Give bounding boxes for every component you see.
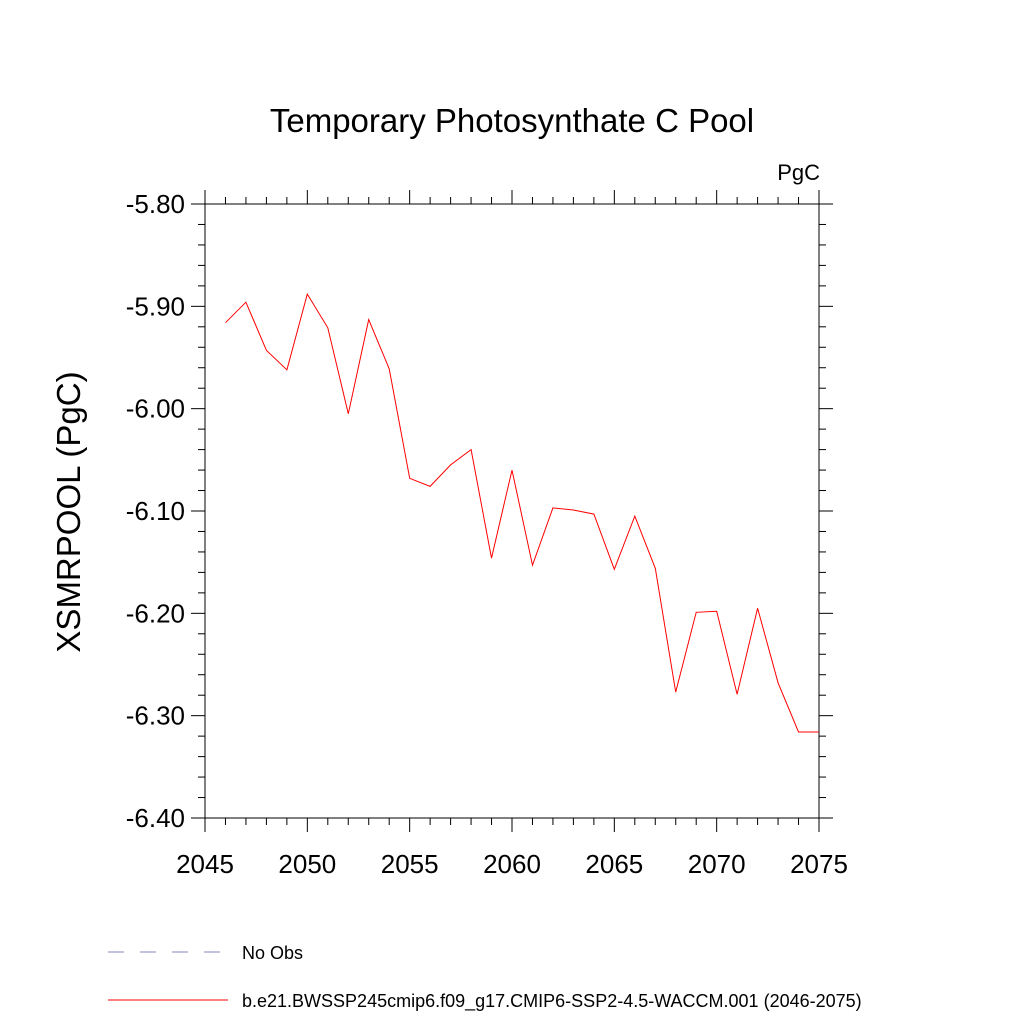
- x-tick-label: 2060: [483, 849, 541, 879]
- x-tick-label: 2075: [790, 849, 848, 879]
- series-lines: [225, 292, 819, 733]
- x-tick-label: 2045: [176, 849, 234, 879]
- y-tick-label: -6.40: [126, 803, 185, 833]
- y-tick-label: -6.00: [126, 394, 185, 424]
- y-tick-label: -5.90: [126, 291, 185, 321]
- x-tick-label: 2070: [688, 849, 746, 879]
- y-tick-label: -5.80: [126, 189, 185, 219]
- x-tick-label: 2055: [381, 849, 439, 879]
- y-tick-label: -6.10: [126, 496, 185, 526]
- legend: No Obs b.e21.BWSSP245cmip6.f09_g17.CMIP6-…: [108, 943, 862, 1012]
- plot-frame: [204, 203, 820, 819]
- axis-ticks: 2045 2050 2055 2060 2065 2070 2075 -5.80 -5.90 -6…: [126, 189, 848, 879]
- legend-label: b.e21.BWSSP245cmip6.f09_g17.CMIP6-SSP2-4…: [242, 991, 862, 1012]
- x-tick-label: 2050: [278, 849, 336, 879]
- units-label: PgC: [777, 160, 820, 185]
- series-line: [225, 292, 819, 733]
- y-tick-label: -6.30: [126, 701, 185, 731]
- legend-label: No Obs: [242, 943, 303, 963]
- x-tick-label: 2065: [585, 849, 643, 879]
- y-axis-label: XSMRPOOL (PgC): [50, 371, 87, 652]
- y-tick-label: -6.20: [126, 598, 185, 628]
- chart-title: Temporary Photosynthate C Pool: [270, 102, 754, 139]
